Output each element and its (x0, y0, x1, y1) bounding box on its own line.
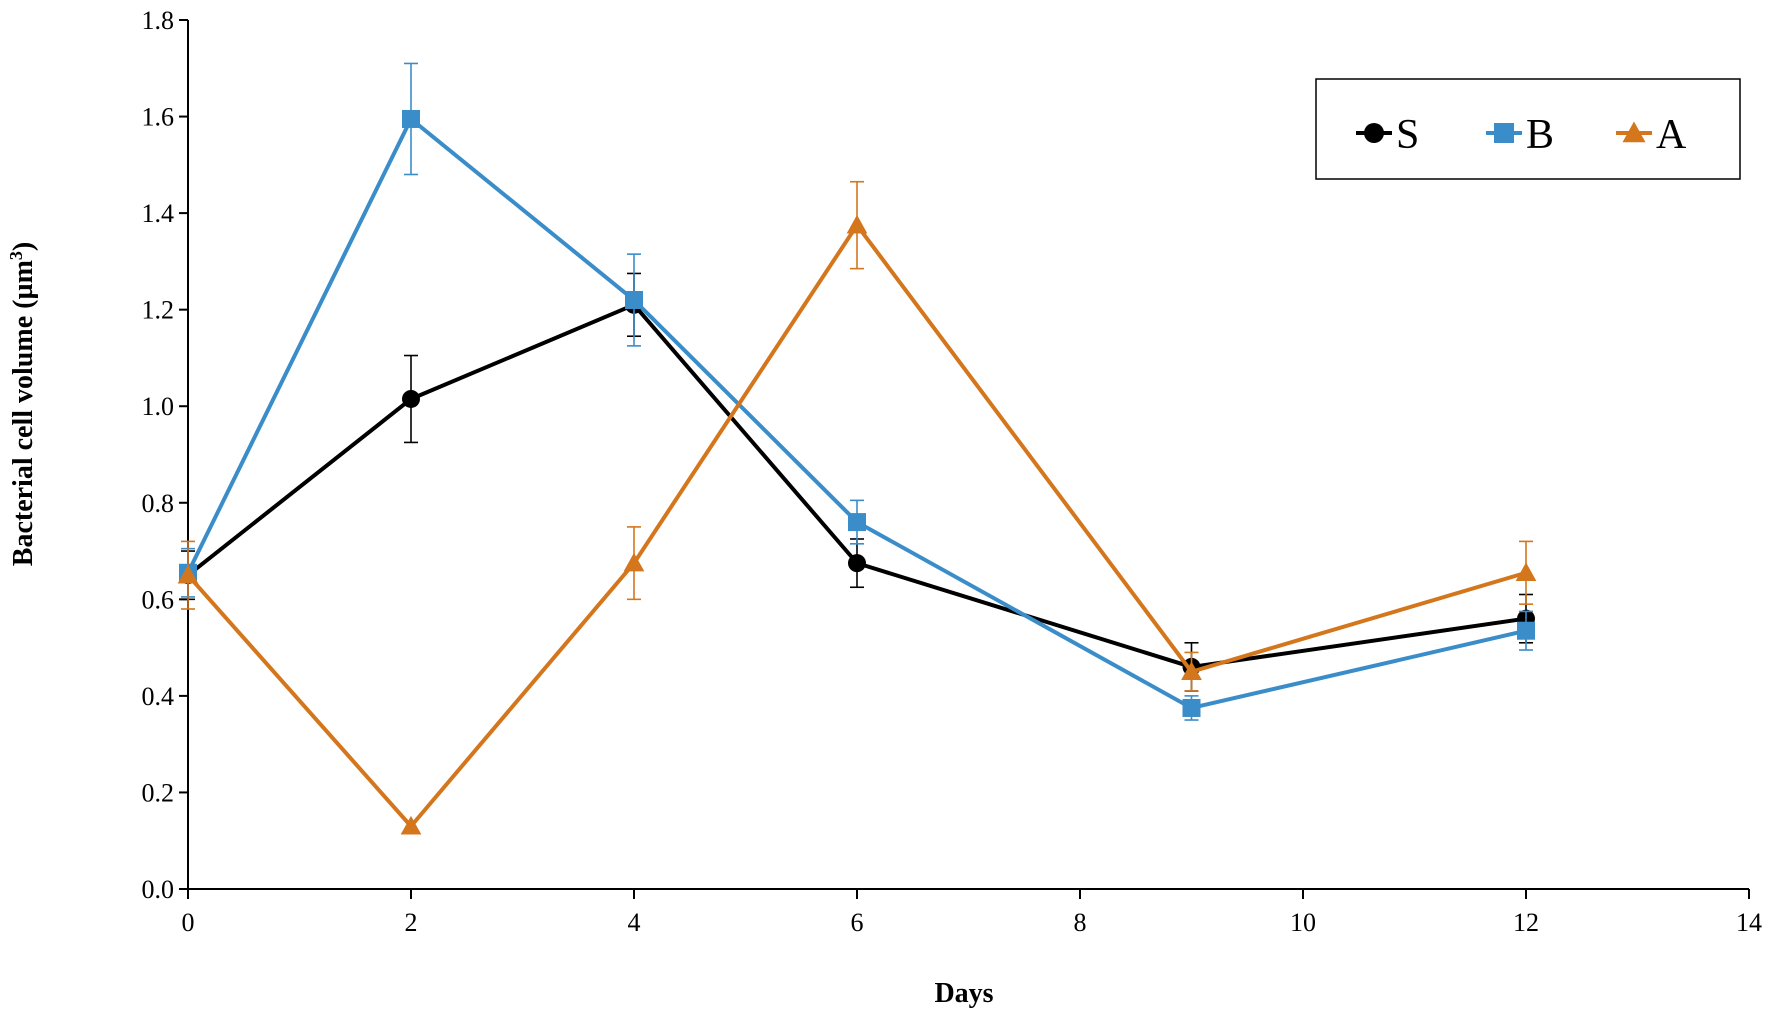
data-point (400, 815, 422, 835)
y-tick-label: 1.6 (142, 103, 175, 132)
legend-label: A (1656, 112, 1687, 158)
data-point (1181, 661, 1202, 681)
x-tick-label: 10 (1290, 908, 1316, 937)
y-axis-title: Bacterial cell volume (µm3) (6, 242, 39, 566)
x-tick-label: 2 (405, 908, 418, 937)
x-axis-title: Days (934, 978, 993, 1009)
y-tick-label: 1.0 (142, 392, 175, 421)
x-tick-label: 8 (1074, 908, 1087, 937)
data-point (625, 291, 643, 310)
legend-box (1315, 78, 1741, 180)
data-point (402, 109, 420, 128)
legend-marker (1364, 123, 1384, 143)
x-tick-label: 0 (182, 908, 195, 937)
legend-item-S: S (1356, 112, 1419, 158)
series-line (186, 223, 1527, 829)
y-tick-label: 0.6 (142, 585, 175, 614)
legend-item-A: A (1616, 112, 1687, 158)
data-point (402, 389, 420, 408)
data-point (1515, 562, 1537, 582)
chart-ticks: 0.0 0.2 0.4 0.6 0.8 1.0 1.2 1.4 1.6 1.8 0 2 4 6 8 10 12 1… (142, 6, 1763, 937)
y-tick-label: 0.4 (142, 682, 175, 711)
x-tick-label: 6 (851, 908, 864, 937)
legend-marker (1622, 121, 1646, 143)
data-point (848, 513, 866, 532)
y-axis-title-main: Bacterial cell volume (µm (8, 260, 39, 566)
legend-marker (1494, 123, 1514, 143)
series-line (186, 302, 1527, 669)
y-tick-label: 0.8 (142, 489, 175, 518)
x-tick-label: 4 (628, 908, 641, 937)
y-tick-label: 0.0 (142, 875, 175, 904)
chart-axes (187, 20, 1749, 890)
data-point (846, 214, 868, 234)
y-tick-label: 1.8 (142, 6, 175, 35)
y-tick-label: 1.2 (142, 296, 175, 325)
y-axis-title-suffix: ) (8, 242, 39, 251)
y-tick-label: 1.4 (142, 199, 175, 228)
series-A (177, 180, 1537, 835)
x-tick-label: 14 (1736, 908, 1762, 937)
series-B (179, 62, 1535, 721)
chart-series-layer (177, 62, 1537, 835)
data-point (623, 552, 645, 572)
data-point (177, 564, 199, 584)
y-axis-title-superscript: 3 (6, 251, 26, 260)
legend-label: B (1526, 112, 1554, 158)
x-tick-label: 12 (1513, 908, 1539, 937)
series-line (186, 116, 1527, 710)
legend-item-B: B (1486, 112, 1554, 158)
legend-label: S (1396, 112, 1419, 158)
data-point (848, 554, 866, 573)
data-point (1182, 698, 1201, 717)
data-point (1517, 621, 1535, 640)
y-tick-label: 0.2 (142, 778, 175, 807)
